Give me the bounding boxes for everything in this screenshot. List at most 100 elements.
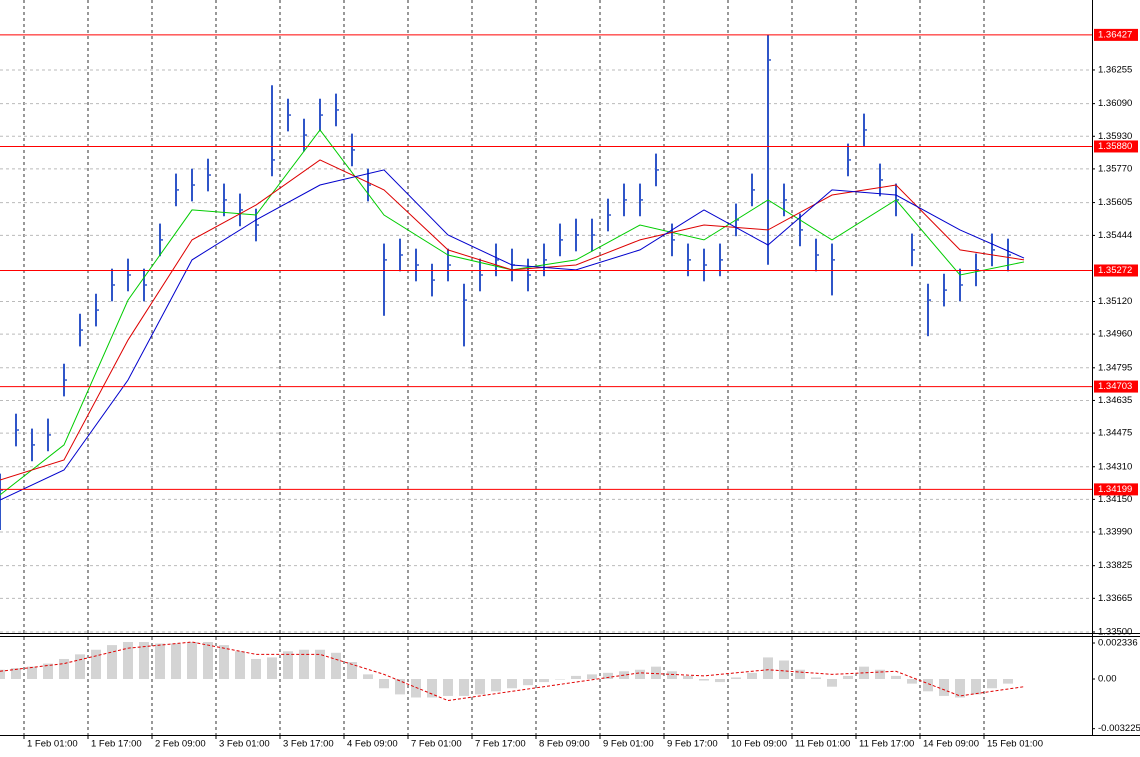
x-tick-label: 7 Feb 17:00 bbox=[475, 739, 526, 750]
y-tick-label: 0.00 bbox=[1098, 674, 1117, 685]
macd-histogram-bar bbox=[107, 645, 117, 679]
y-tick-label: 1.33665 bbox=[1098, 593, 1132, 604]
macd-histogram-bar bbox=[347, 662, 357, 679]
macd-histogram-bar bbox=[827, 678, 837, 687]
y-tick-label: 1.35120 bbox=[1098, 296, 1132, 307]
macd-histogram-bar bbox=[187, 642, 197, 679]
level-label: 1.34199 bbox=[1098, 484, 1132, 495]
macd-histogram-bar bbox=[251, 658, 261, 679]
macd-histogram-bar bbox=[123, 642, 133, 679]
macd-histogram-bar bbox=[875, 669, 885, 679]
level-label-box bbox=[1094, 264, 1138, 277]
macd-histogram-bar bbox=[491, 678, 501, 692]
x-tick-label: 3 Feb 01:00 bbox=[219, 739, 270, 750]
macd-histogram-bar bbox=[507, 678, 517, 689]
y-tick-label: 1.35930 bbox=[1098, 131, 1132, 142]
x-tick-label: 11 Feb 01:00 bbox=[795, 739, 850, 750]
level-label-box bbox=[1094, 483, 1138, 496]
y-tick-label: 1.34150 bbox=[1098, 494, 1132, 505]
x-tick-label: 1 Feb 01:00 bbox=[27, 739, 78, 750]
x-tick-label: 4 Feb 09:00 bbox=[347, 739, 398, 750]
macd-histogram-bar bbox=[571, 675, 581, 679]
macd-histogram-bar bbox=[75, 654, 85, 679]
macd-histogram-bar bbox=[299, 649, 309, 679]
level-label: 1.34703 bbox=[1098, 381, 1132, 392]
macd-histogram-bar bbox=[427, 678, 437, 698]
macd-histogram-bar bbox=[523, 678, 533, 686]
macd-histogram-bar bbox=[411, 678, 421, 698]
y-tick-label: -0.003225 bbox=[1098, 723, 1140, 734]
y-tick-label: 0.002336 bbox=[1098, 638, 1138, 649]
macd-histogram-bar bbox=[923, 678, 933, 692]
x-tick-label: 9 Feb 17:00 bbox=[667, 739, 718, 750]
y-tick-label: 1.35444 bbox=[1098, 230, 1132, 241]
macd-histogram-bar bbox=[91, 649, 101, 679]
macd-histogram-bar bbox=[555, 678, 565, 680]
x-tick-label: 2 Feb 09:00 bbox=[155, 739, 206, 750]
macd-histogram-bar bbox=[539, 678, 549, 683]
macd-histogram-bar bbox=[11, 668, 21, 679]
level-label-box bbox=[1094, 28, 1138, 41]
plot-layer bbox=[0, 0, 1092, 735]
x-tick-label: 9 Feb 01:00 bbox=[603, 739, 654, 750]
level-label-box bbox=[1094, 380, 1138, 393]
macd-histogram-bar bbox=[283, 651, 293, 679]
macd-histogram-bar bbox=[363, 674, 373, 679]
macd-histogram-bar bbox=[27, 666, 37, 679]
y-tick-label: 1.35605 bbox=[1098, 197, 1132, 208]
y-tick-label: 1.33990 bbox=[1098, 527, 1132, 538]
macd-histogram-bar bbox=[379, 678, 389, 689]
y-tick-label: 1.34795 bbox=[1098, 362, 1132, 373]
macd-histogram-bar bbox=[971, 678, 981, 695]
macd-histogram-bar bbox=[219, 645, 229, 679]
macd-histogram-bar bbox=[59, 658, 69, 679]
macd-histogram-bar bbox=[475, 678, 485, 695]
x-tick-label: 15 Feb 01:00 bbox=[987, 739, 1043, 750]
signal-line bbox=[0, 641, 1025, 702]
macd-histogram-bar bbox=[715, 678, 725, 683]
macd-histogram-bar bbox=[0, 669, 5, 679]
y-tick-label: 1.34960 bbox=[1098, 329, 1132, 340]
macd-histogram-bar bbox=[635, 669, 645, 679]
macd-histogram-bar bbox=[907, 678, 917, 684]
macd-histogram-bar bbox=[699, 678, 709, 681]
macd-histogram-bar bbox=[859, 666, 869, 679]
y-tick-label: 1.34635 bbox=[1098, 395, 1132, 406]
y-tick-label: 1.36255 bbox=[1098, 64, 1132, 75]
level-label: 1.36427 bbox=[1098, 29, 1132, 40]
macd-histogram-bar bbox=[683, 675, 693, 679]
macd-histogram-bar bbox=[779, 660, 789, 679]
x-tick-label: 8 Feb 09:00 bbox=[539, 739, 590, 750]
y-tick-label: 1.34475 bbox=[1098, 428, 1132, 439]
macd-histogram-bar bbox=[843, 675, 853, 679]
macd-histogram-bar bbox=[651, 666, 661, 679]
y-tick-label: 1.35770 bbox=[1098, 163, 1132, 174]
macd-histogram-bar bbox=[603, 672, 613, 679]
macd-histogram-bar bbox=[267, 657, 277, 679]
macd-histogram-bar bbox=[443, 678, 453, 696]
macd-histogram-bar bbox=[235, 651, 245, 679]
macd-histogram-bar bbox=[1003, 678, 1013, 684]
macd-histogram-bar bbox=[459, 678, 469, 696]
macd-histogram-bar bbox=[747, 672, 757, 679]
level-label: 1.35880 bbox=[1098, 141, 1132, 152]
moving-average-line bbox=[0, 169, 1025, 501]
macd-histogram-bar bbox=[987, 678, 997, 689]
x-tick-label: 11 Feb 17:00 bbox=[859, 739, 914, 750]
macd-histogram-bar bbox=[891, 675, 901, 679]
macd-histogram-bar bbox=[171, 643, 181, 679]
macd-histogram-bar bbox=[43, 663, 53, 679]
macd-histogram-bar bbox=[139, 642, 149, 679]
macd-histogram-bar bbox=[203, 642, 213, 679]
macd-histogram-bar bbox=[331, 652, 341, 679]
macd-histogram-bar bbox=[955, 678, 965, 698]
macd-histogram-bar bbox=[795, 669, 805, 679]
x-tick-label: 10 Feb 09:00 bbox=[731, 739, 787, 750]
macd-histogram-bar bbox=[811, 677, 821, 679]
y-tick-label: 1.33500 bbox=[1098, 626, 1132, 637]
macd-histogram-bar bbox=[667, 671, 677, 679]
y-tick-label: 1.34310 bbox=[1098, 461, 1132, 472]
level-label: 1.35272 bbox=[1098, 265, 1132, 276]
x-tick-label: 14 Feb 09:00 bbox=[923, 739, 979, 750]
macd-histogram-bar bbox=[731, 677, 741, 679]
